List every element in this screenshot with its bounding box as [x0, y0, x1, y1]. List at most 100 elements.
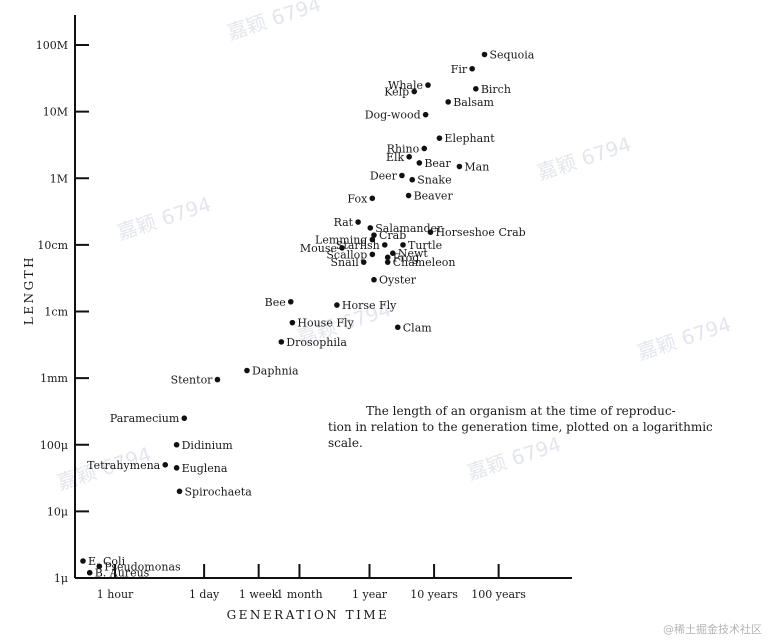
point-label: Balsam — [453, 96, 494, 109]
point-label: Kelp — [384, 86, 409, 99]
point-label: Frog — [393, 251, 420, 264]
data-point — [394, 324, 401, 331]
point-label: Fox — [347, 192, 368, 205]
point-label: Elk — [386, 151, 405, 164]
point-label: Dog-wood — [365, 109, 421, 122]
point-label: Turtle — [408, 239, 442, 252]
point-label: Fir — [451, 63, 468, 76]
point-label: Sequoia — [490, 49, 535, 62]
caption-line: The length of an organism at the time of… — [366, 404, 676, 418]
data-point — [436, 135, 443, 141]
point-label: Elephant — [444, 132, 495, 145]
point-label: Stentor — [171, 374, 214, 387]
point-label: Salamander — [375, 222, 443, 235]
data-point — [334, 302, 340, 308]
data-point — [445, 99, 451, 105]
point-label: Man — [464, 161, 489, 174]
point-label: Drosophila — [286, 336, 347, 349]
x-tick-label: 1 day — [189, 588, 220, 601]
data-point — [176, 488, 183, 495]
data-point — [456, 163, 463, 170]
data-point — [406, 153, 412, 160]
data-point — [411, 88, 418, 95]
point-label: Crab — [379, 229, 406, 242]
point-label: Chameleon — [393, 256, 456, 269]
data-point — [162, 462, 169, 468]
y-tick-label: 100μ — [40, 439, 68, 452]
point-label: Deer — [370, 169, 398, 182]
data-point — [86, 569, 93, 576]
data-point — [416, 160, 423, 166]
point-label: Snail — [331, 256, 360, 269]
y-tick-label: 10cm — [37, 239, 68, 252]
data-point — [405, 192, 412, 199]
point-label: Bear — [424, 157, 451, 170]
data-point — [244, 367, 250, 374]
y-axis-title: LENGTH — [22, 255, 36, 325]
data-point — [427, 229, 434, 235]
x-tick-label: 1 hour — [97, 588, 134, 601]
data-point — [371, 276, 377, 283]
point-label: Whale — [388, 79, 423, 92]
y-tick-label: 1mm — [40, 372, 68, 385]
data-point — [381, 242, 388, 248]
data-point — [422, 111, 429, 118]
data-point — [399, 172, 405, 179]
point-label: Mouse — [300, 242, 337, 255]
data-point — [371, 232, 377, 238]
data-point — [96, 563, 103, 570]
watermark-corner-text: @稀土掘金技术社区 — [663, 622, 762, 636]
point-label: Rhino — [387, 142, 420, 155]
caption-line: tion in relation to the generation time,… — [328, 420, 713, 434]
caption-line: scale. — [328, 436, 363, 450]
point-label: Daphnia — [252, 365, 299, 378]
data-point — [214, 376, 221, 383]
y-tick-label: 10μ — [47, 505, 68, 518]
x-tick-label: 1 month — [276, 588, 322, 601]
y-tick-label: 1cm — [44, 306, 68, 319]
data-point — [384, 259, 391, 265]
data-point — [473, 86, 479, 92]
data-point — [400, 242, 406, 248]
data-point — [369, 195, 376, 202]
data-point — [360, 259, 367, 265]
point-label: B. Aureus — [95, 567, 150, 580]
y-tick-label: 100M — [36, 39, 68, 52]
point-label: Beaver — [414, 190, 454, 203]
x-tick-label: 10 years — [410, 588, 458, 601]
point-label: Didinium — [182, 439, 234, 452]
point-label: Rat — [334, 216, 354, 229]
data-point — [425, 82, 431, 88]
data-point — [355, 219, 361, 225]
point-label: Starfish — [336, 239, 380, 252]
point-label: Clam — [403, 321, 432, 334]
data-point — [278, 339, 285, 345]
point-label: Birch — [481, 83, 511, 96]
data-point — [409, 176, 416, 183]
data-point — [339, 245, 345, 251]
data-point — [481, 51, 488, 58]
point-label: House Fly — [297, 317, 354, 330]
point-label: Snake — [417, 174, 451, 187]
x-tick-label: 1 week — [239, 588, 279, 601]
data-point — [173, 441, 180, 448]
data-point — [287, 298, 294, 305]
data-point — [80, 558, 86, 564]
data-point — [421, 145, 428, 152]
x-tick-label: 100 years — [471, 588, 526, 601]
data-point — [469, 65, 475, 72]
x-tick-label: 1 year — [352, 588, 388, 601]
point-label: Scallop — [326, 248, 367, 261]
point-label: Newt — [398, 247, 429, 260]
point-label: Horseshoe Crab — [435, 226, 525, 239]
point-label: Pseudomonas — [104, 560, 181, 573]
data-point — [390, 250, 396, 256]
chart-caption: The length of an organism at the time of… — [328, 404, 713, 450]
point-label: Spirochaeta — [185, 485, 253, 498]
data-point — [367, 225, 374, 231]
data-point — [289, 319, 296, 326]
data-point — [384, 254, 391, 261]
